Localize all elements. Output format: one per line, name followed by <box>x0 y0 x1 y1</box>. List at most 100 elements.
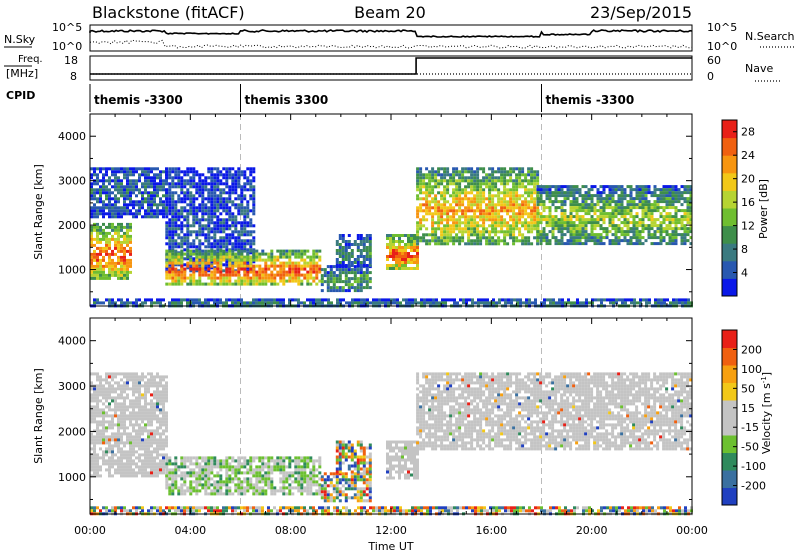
heatmap-cell <box>518 221 522 225</box>
heatmap-cell <box>461 215 465 219</box>
heatmap-cell <box>641 209 645 213</box>
heatmap-cell <box>111 444 114 448</box>
heatmap-cell <box>428 188 432 192</box>
heatmap-cell <box>474 301 477 305</box>
heatmap-cell <box>428 170 432 174</box>
heatmap-cell <box>117 191 120 195</box>
heatmap-cell <box>329 289 333 293</box>
heatmap-cell <box>482 215 486 219</box>
heatmap-cell <box>572 206 576 210</box>
heatmap-cell <box>491 167 495 171</box>
heatmap-cell <box>602 242 606 246</box>
heatmap-cell <box>297 270 301 274</box>
heatmap-cell <box>162 200 165 204</box>
heatmap-cell <box>372 301 375 305</box>
heatmap-cell <box>111 423 114 427</box>
heatmap-cell <box>419 188 423 192</box>
heatmap-cell <box>207 245 211 249</box>
heatmap-cell <box>318 270 322 274</box>
heatmap-cell <box>624 301 627 305</box>
heatmap-cell <box>590 197 594 201</box>
heatmap-cell <box>90 468 93 472</box>
heatmap-cell <box>461 233 465 237</box>
heatmap-cell <box>350 286 354 290</box>
heatmap-cell <box>114 212 117 216</box>
heatmap-cell <box>362 237 366 240</box>
heatmap-cell <box>249 258 253 262</box>
heatmap-cell <box>177 301 180 305</box>
heatmap-cell <box>129 264 132 268</box>
heatmap-cell <box>506 230 510 234</box>
heatmap-cell <box>578 242 582 246</box>
heatmap-cell <box>618 298 621 302</box>
heatmap-cell <box>276 282 280 286</box>
heatmap-cell <box>234 264 238 268</box>
heatmap-cell <box>467 200 471 204</box>
heatmap-cell <box>611 209 615 213</box>
heatmap-cell <box>99 432 102 436</box>
heatmap-cell <box>588 301 591 305</box>
heatmap-cell <box>111 462 114 466</box>
heatmap-cell <box>141 384 144 388</box>
heatmap-cell <box>312 298 315 302</box>
heatmap-cell <box>183 209 187 213</box>
nsky-axis-right-top: 10^5 <box>707 21 737 34</box>
heatmap-cell <box>497 200 501 204</box>
heatmap-cell <box>623 224 627 228</box>
heatmap-cell <box>626 209 630 213</box>
heatmap-cell <box>545 233 549 237</box>
heatmap-cell <box>647 224 651 228</box>
heatmap-cell <box>449 215 453 219</box>
heatmap-cell <box>108 462 111 466</box>
heatmap-cell <box>258 282 262 286</box>
heatmap-cell <box>533 176 537 180</box>
heatmap-cell <box>153 378 156 382</box>
heatmap-cell <box>207 233 211 237</box>
heatmap-cell <box>503 242 507 246</box>
heatmap-cell <box>563 197 567 201</box>
heatmap-cell <box>294 276 298 280</box>
heatmap-cell <box>416 167 420 171</box>
heatmap-cell <box>174 203 178 207</box>
heatmap-cell <box>548 224 552 228</box>
heatmap-cell <box>225 173 229 177</box>
heatmap-cell <box>264 301 267 305</box>
heatmap-cell <box>246 212 250 216</box>
heatmap-cell <box>500 182 504 186</box>
heatmap-cell <box>585 298 588 302</box>
heatmap-cell <box>201 212 205 216</box>
heatmap-cell <box>144 453 147 457</box>
heatmap-cell <box>671 185 675 189</box>
heatmap-cell <box>563 218 567 222</box>
heatmap-cell <box>183 298 186 302</box>
heatmap-cell <box>186 191 190 195</box>
heatmap-cell <box>96 182 99 186</box>
heatmap-cell <box>195 261 199 265</box>
heatmap-cell <box>617 239 621 243</box>
heatmap-cell <box>159 188 162 192</box>
heatmap-cell <box>183 276 187 280</box>
heatmap-cell <box>195 191 199 195</box>
heatmap-cell <box>683 242 687 246</box>
heatmap-cell <box>492 301 495 305</box>
heatmap-cell <box>668 239 672 243</box>
heatmap-cell <box>126 225 129 229</box>
heatmap-cell <box>686 215 690 219</box>
heatmap-cell <box>666 298 669 302</box>
heatmap-cell <box>108 231 111 235</box>
heatmap-cell <box>687 301 690 305</box>
heatmap-cell <box>177 224 181 228</box>
heatmap-cell <box>623 215 627 219</box>
heatmap-cell <box>129 252 132 256</box>
heatmap-cell <box>440 191 444 195</box>
heatmap-cell <box>653 218 657 222</box>
heatmap-cell <box>644 188 648 192</box>
heatmap-cell <box>207 239 211 243</box>
heatmap-cell <box>96 167 99 171</box>
heatmap-cell <box>494 176 498 180</box>
heatmap-cell <box>566 215 570 219</box>
heatmap-cell <box>90 459 93 463</box>
heatmap-cell <box>147 417 150 421</box>
heatmap-cell <box>527 221 531 225</box>
heatmap-cell <box>123 234 126 238</box>
